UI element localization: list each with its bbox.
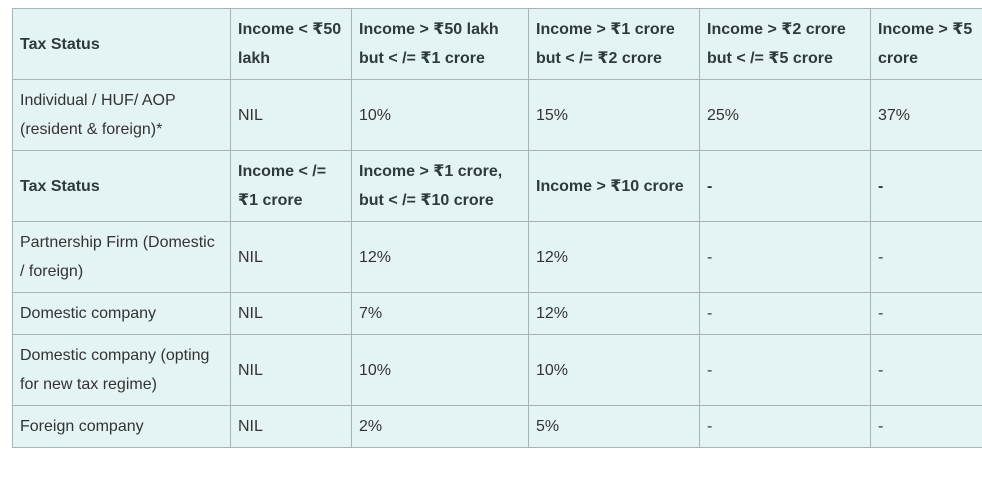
cell: 7% [351, 292, 529, 335]
cell: Foreign company [12, 405, 231, 448]
cell: 2% [351, 405, 529, 448]
data-row: Foreign company NIL 2% 5% - - [12, 405, 982, 448]
cell: - [870, 334, 982, 406]
header-cell: - [870, 150, 982, 222]
cell: Domestic company [12, 292, 231, 335]
cell: NIL [230, 79, 352, 151]
cell: 5% [528, 405, 700, 448]
cell: Domestic company (opting for new tax reg… [12, 334, 231, 406]
header-cell: Income > ₹5 crore [870, 8, 982, 80]
header-cell: Income > ₹50 lakh but < /= ₹1 crore [351, 8, 529, 80]
cell: 12% [351, 221, 529, 293]
tax-table: Tax Status Income < ₹50 lakh Income > ₹50 … [12, 8, 982, 448]
cell: - [870, 221, 982, 293]
header-row: Tax Status Income < ₹50 lakh Income > ₹50 … [12, 8, 982, 80]
cell: 37% [870, 79, 982, 151]
cell: NIL [230, 405, 352, 448]
header-cell: Tax Status [12, 8, 231, 80]
header-cell: Income > ₹10 crore [528, 150, 700, 222]
cell: - [699, 405, 871, 448]
cell: 15% [528, 79, 700, 151]
cell: 10% [351, 79, 529, 151]
cell: NIL [230, 334, 352, 406]
cell: - [699, 221, 871, 293]
cell: - [870, 405, 982, 448]
cell: Individual / HUF/ AOP (resident & foreig… [12, 79, 231, 151]
cell: 10% [351, 334, 529, 406]
cell: - [699, 292, 871, 335]
data-row: Individual / HUF/ AOP (resident & foreig… [12, 79, 982, 151]
header-row: Tax Status Income < /= ₹1 crore Income > ₹… [12, 150, 982, 222]
header-cell: Income > ₹2 crore but < /= ₹5 crore [699, 8, 871, 80]
cell: - [699, 334, 871, 406]
header-cell: Income > ₹1 crore but < /= ₹2 crore [528, 8, 700, 80]
cell: Partnership Firm (Domestic / foreign) [12, 221, 231, 293]
cell: - [870, 292, 982, 335]
cell: 10% [528, 334, 700, 406]
header-cell: Tax Status [12, 150, 231, 222]
cell: NIL [230, 292, 352, 335]
cell: 25% [699, 79, 871, 151]
cell: 12% [528, 292, 700, 335]
cell: 12% [528, 221, 700, 293]
header-cell: - [699, 150, 871, 222]
header-cell: Income < /= ₹1 crore [230, 150, 352, 222]
table-body: Tax Status Income < ₹50 lakh Income > ₹50 … [12, 8, 982, 448]
data-row: Domestic company (opting for new tax reg… [12, 334, 982, 406]
cell: NIL [230, 221, 352, 293]
header-cell: Income > ₹1 crore, but < /= ₹10 crore [351, 150, 529, 222]
data-row: Domestic company NIL 7% 12% - - [12, 292, 982, 335]
data-row: Partnership Firm (Domestic / foreign) NIL… [12, 221, 982, 293]
header-cell: Income < ₹50 lakh [230, 8, 352, 80]
